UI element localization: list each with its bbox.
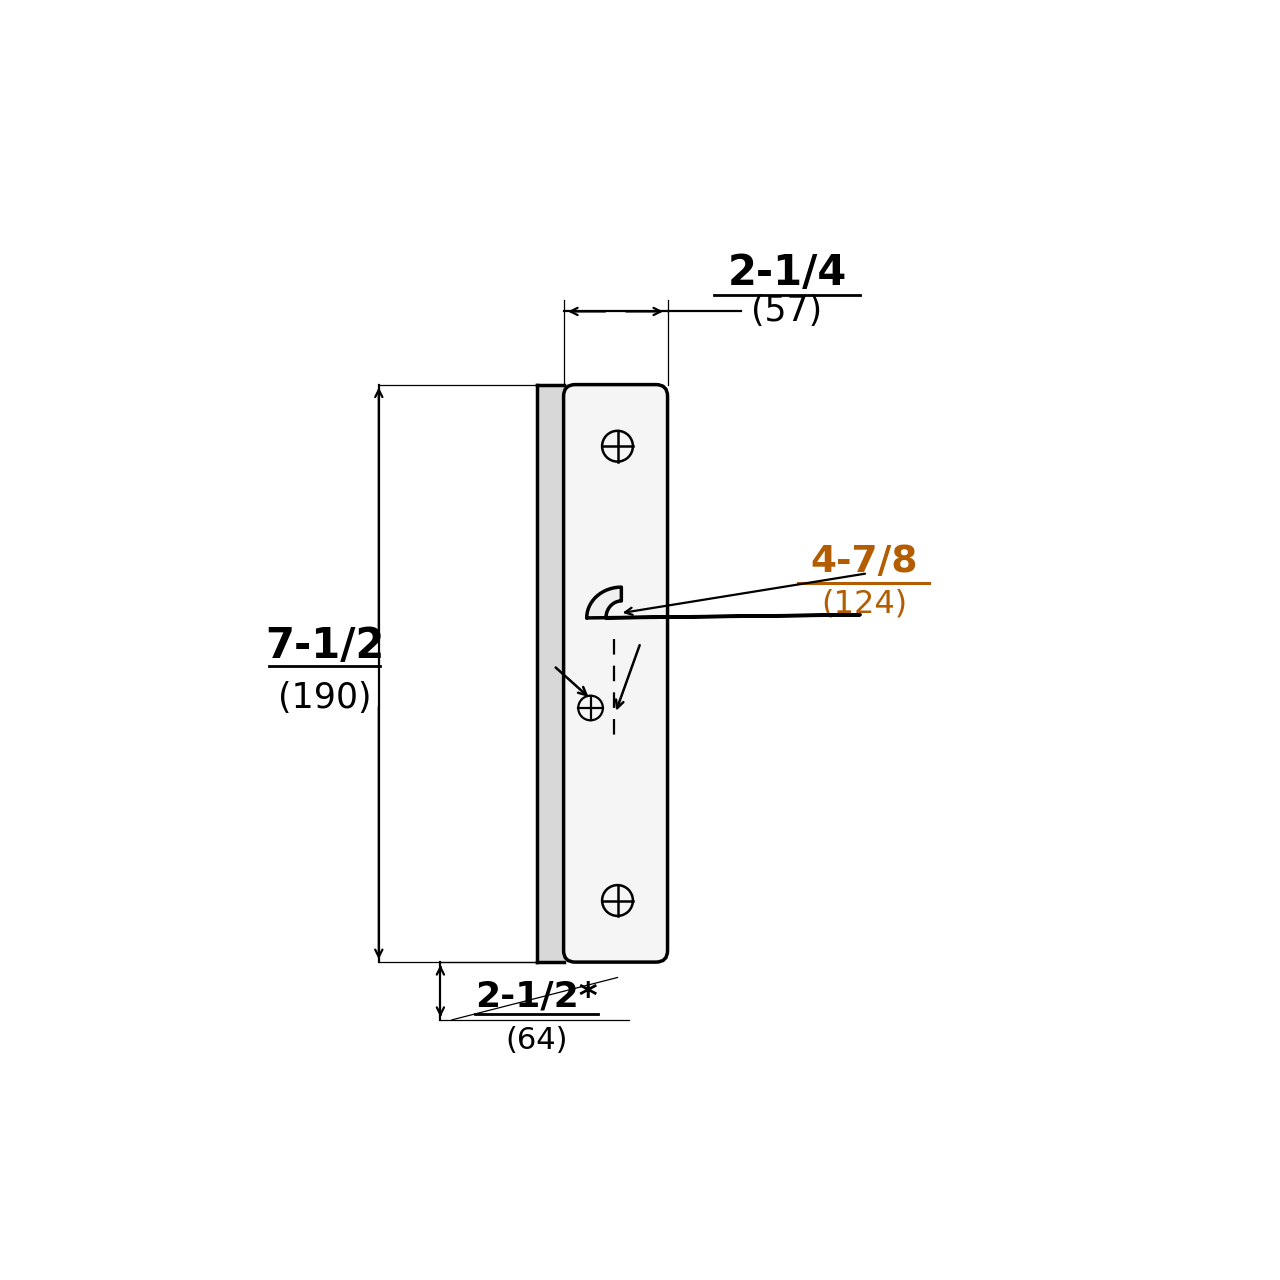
FancyBboxPatch shape — [563, 384, 668, 963]
Text: 2-1/4: 2-1/4 — [727, 252, 846, 294]
Text: 7-1/2: 7-1/2 — [265, 626, 384, 667]
Text: (57): (57) — [751, 294, 823, 329]
Polygon shape — [536, 384, 563, 963]
Text: (64): (64) — [506, 1027, 568, 1055]
Polygon shape — [586, 588, 860, 618]
Text: (124): (124) — [820, 589, 908, 620]
Text: (190): (190) — [278, 681, 371, 716]
Text: 4-7/8: 4-7/8 — [810, 544, 918, 580]
Text: 2-1/2*: 2-1/2* — [475, 979, 598, 1014]
